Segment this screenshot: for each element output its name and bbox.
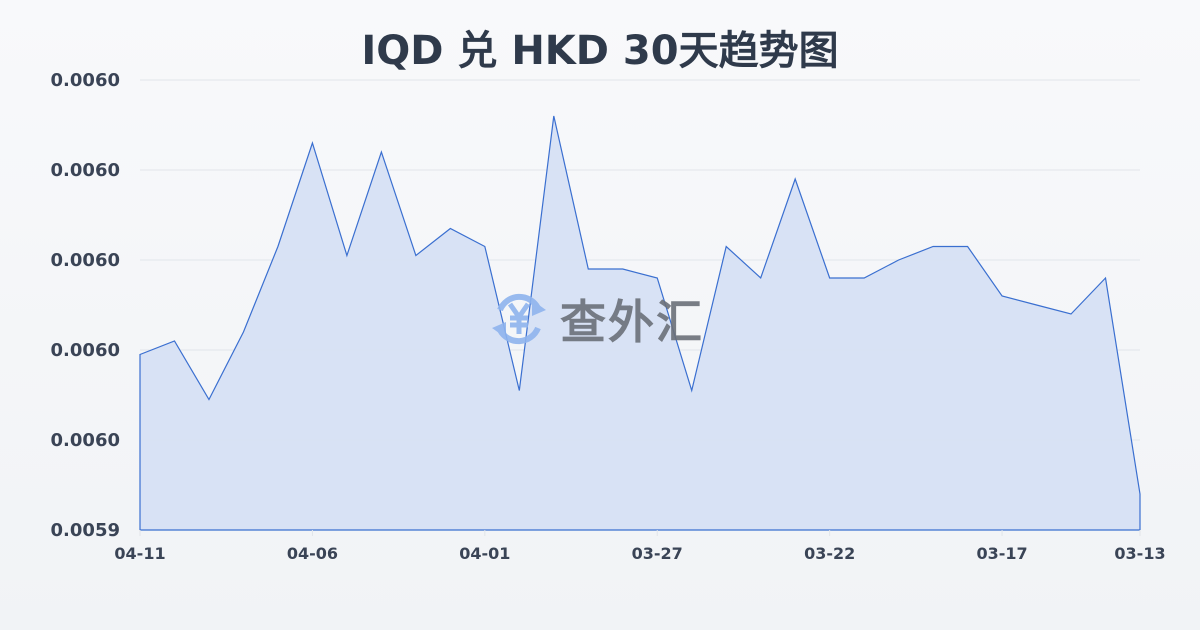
- series-line: [139, 115, 1141, 530]
- x-tick-label: 04-01: [459, 544, 510, 563]
- x-tick-label: 03-13: [1114, 544, 1165, 563]
- x-tick-label: 03-17: [976, 544, 1027, 563]
- yen-exchange-icon: [492, 293, 546, 345]
- x-tick-label: 03-27: [632, 544, 683, 563]
- x-tick-label: 04-11: [114, 544, 165, 563]
- chart-title: IQD 兑 HKD 30天趋势图: [361, 28, 839, 74]
- y-tick-label: 0.0060: [51, 430, 120, 451]
- x-tick-label: 03-22: [804, 544, 855, 563]
- y-tick-label: 0.0060: [51, 340, 120, 361]
- x-tick-label: 04-06: [287, 544, 338, 563]
- y-tick-label: 0.0059: [51, 520, 120, 541]
- y-tick-label: 0.0060: [51, 160, 120, 181]
- watermark-text: 查外汇: [560, 295, 704, 349]
- area-fill: [140, 116, 1140, 530]
- y-tick-label: 0.0060: [51, 250, 120, 271]
- watermark: 查外汇: [488, 286, 704, 352]
- y-tick-label: 0.0060: [51, 70, 120, 91]
